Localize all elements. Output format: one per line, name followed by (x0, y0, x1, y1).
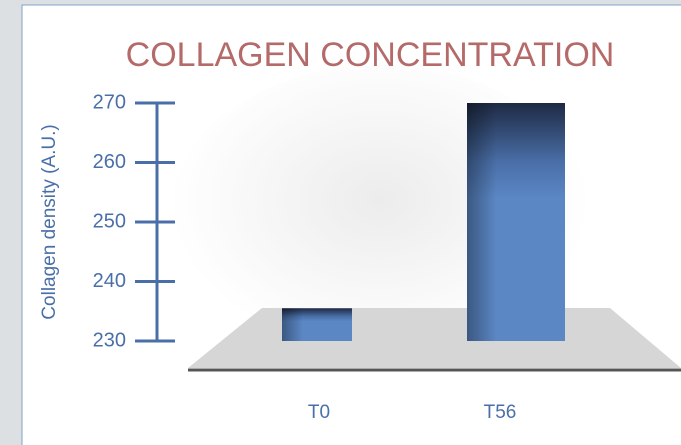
chart-title: COLLAGEN CONCENTRATION (126, 36, 615, 74)
bar-shade (282, 308, 352, 341)
floor (188, 308, 681, 368)
y-tick-label: 230 (93, 329, 126, 351)
bar-shade (467, 103, 565, 341)
x-tick-label: T0 (308, 402, 330, 423)
y-tick-label: 250 (93, 210, 126, 232)
y-tick-label: 260 (93, 151, 126, 173)
y-tick-label: 240 (93, 270, 126, 292)
y-tick-label: 270 (93, 91, 126, 113)
x-tick-label: T56 (484, 402, 517, 423)
y-axis-label: Collagen density (A.U.) (39, 124, 60, 319)
